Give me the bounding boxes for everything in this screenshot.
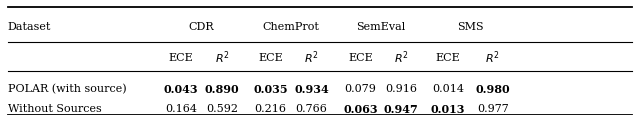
Text: $R^2$: $R^2$ xyxy=(486,49,500,66)
Text: 0.947: 0.947 xyxy=(384,103,419,114)
Text: Without Sources: Without Sources xyxy=(8,103,101,113)
Text: 0.079: 0.079 xyxy=(344,84,376,93)
Text: CDR: CDR xyxy=(189,22,214,31)
Text: ChemProt: ChemProt xyxy=(263,22,319,31)
Text: 0.890: 0.890 xyxy=(205,83,239,94)
Text: Dataset: Dataset xyxy=(8,22,51,31)
Text: POLAR (with source): POLAR (with source) xyxy=(8,83,126,94)
Text: ECE: ECE xyxy=(259,53,283,62)
Text: SMS: SMS xyxy=(457,22,484,31)
Text: 0.916: 0.916 xyxy=(385,84,417,93)
Text: SemEval: SemEval xyxy=(356,22,405,31)
Text: 0.035: 0.035 xyxy=(253,83,288,94)
Text: 0.934: 0.934 xyxy=(294,83,329,94)
Text: 0.043: 0.043 xyxy=(164,83,198,94)
Text: 0.977: 0.977 xyxy=(477,103,509,113)
Text: 0.216: 0.216 xyxy=(255,103,287,113)
Text: 0.980: 0.980 xyxy=(476,83,510,94)
Text: ECE: ECE xyxy=(436,53,460,62)
Text: 0.592: 0.592 xyxy=(206,103,238,113)
Text: 0.014: 0.014 xyxy=(432,84,464,93)
Text: ECE: ECE xyxy=(348,53,372,62)
Text: ECE: ECE xyxy=(169,53,193,62)
Text: 0.063: 0.063 xyxy=(343,103,378,114)
Text: $R^2$: $R^2$ xyxy=(305,49,319,66)
Text: $R^2$: $R^2$ xyxy=(394,49,408,66)
Text: 0.164: 0.164 xyxy=(165,103,197,113)
Text: 0.013: 0.013 xyxy=(431,103,465,114)
Text: $R^2$: $R^2$ xyxy=(215,49,229,66)
Text: 0.766: 0.766 xyxy=(296,103,328,113)
